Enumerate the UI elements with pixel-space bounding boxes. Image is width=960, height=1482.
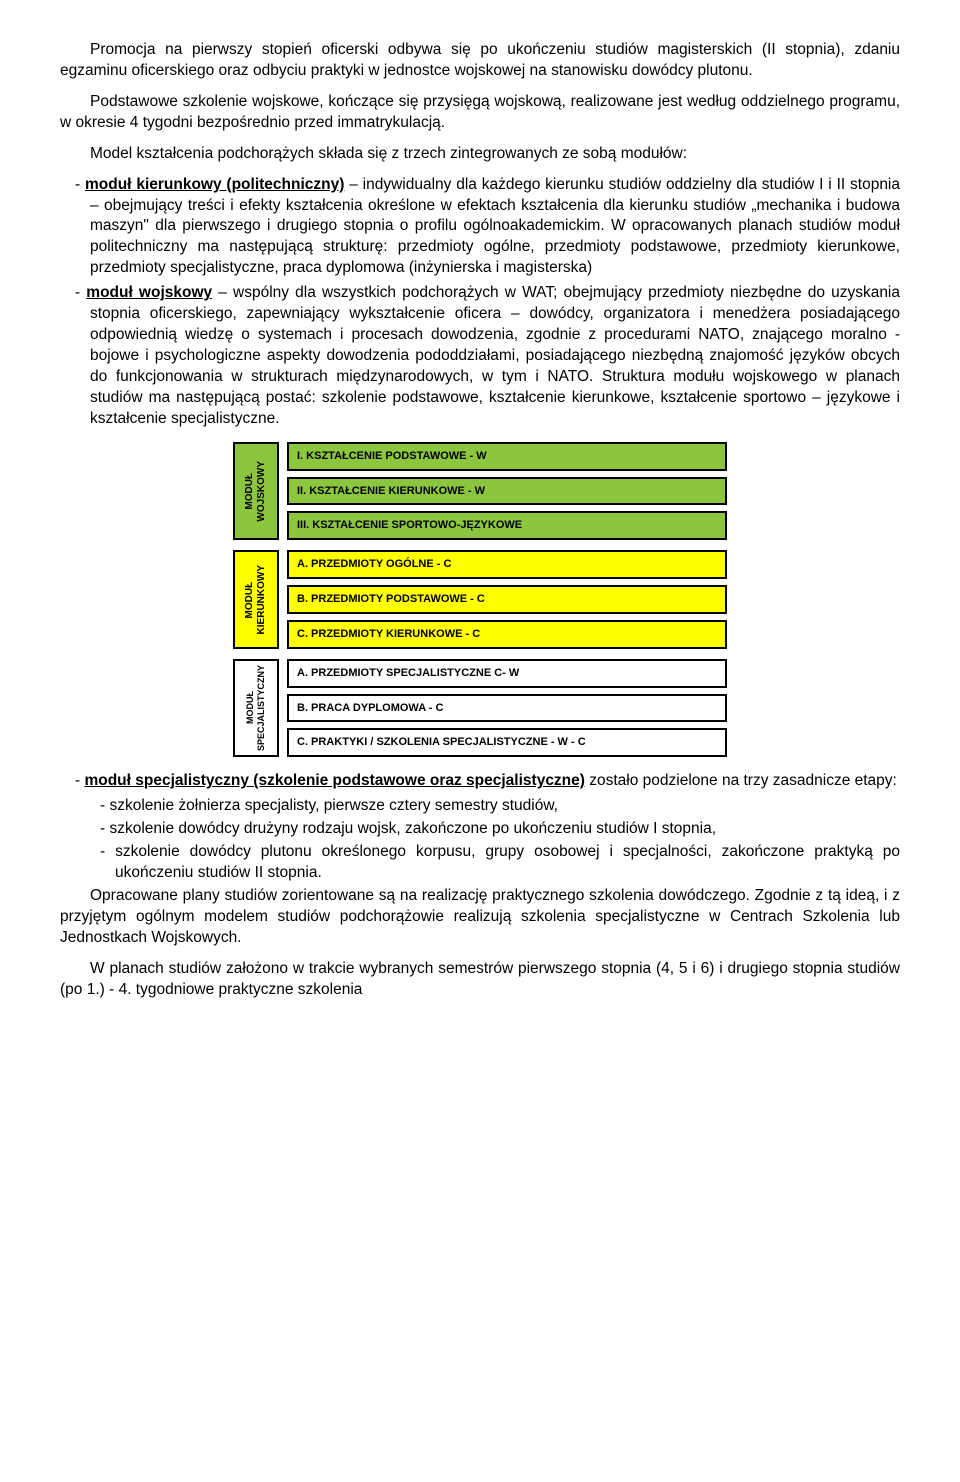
bar-m2-1: B. PRZEDMIOTY PODSTAWOWE - C [287, 585, 727, 614]
bar-m1-1: II. KSZTAŁCENIE KIERUNKOWE - W [287, 477, 727, 506]
list-item-2: moduł wojskowy – wspólny dla wszystkich … [60, 283, 900, 429]
paragraph-3: Model kształcenia podchorążych składa si… [60, 144, 900, 165]
module-row-kierunkowy: MODUŁKIERUNKOWY A. PRZEDMIOTY OGÓLNE - C… [233, 550, 727, 649]
module-label-kierunkowy-text: MODUŁKIERUNKOWY [242, 561, 270, 638]
module-label-specjalistyczny: MODUŁSPECJALISTYCZNY [233, 659, 279, 758]
list-item-3-lead: moduł specjalistyczny (szkolenie podstaw… [84, 772, 584, 789]
module-label-specjalistyczny-text: MODUŁSPECJALISTYCZNY [243, 661, 269, 755]
module-row-specjalistyczny: MODUŁSPECJALISTYCZNY A. PRZEDMIOTY SPECJ… [233, 659, 727, 758]
list-item-2-lead: moduł wojskowy [86, 284, 212, 301]
bar-m2-2: C. PRZEDMIOTY KIERUNKOWE - C [287, 620, 727, 649]
paragraph-2: Podstawowe szkolenie wojskowe, kończące … [60, 92, 900, 134]
bar-m3-2: C. PRAKTYKI / SZKOLENIA SPECJALISTYCZNE … [287, 728, 727, 757]
sub-item-3: szkolenie dowódcy plutonu określonego ko… [60, 842, 900, 884]
module-label-wojskowy-text: MODUŁWOJSKOWY [242, 457, 270, 526]
bar-m3-0: A. PRZEDMIOTY SPECJALISTYCZNE C- W [287, 659, 727, 688]
module-label-wojskowy: MODUŁWOJSKOWY [233, 442, 279, 541]
list-item-3: moduł specjalistyczny (szkolenie podstaw… [60, 771, 900, 792]
bar-m2-0: A. PRZEDMIOTY OGÓLNE - C [287, 550, 727, 579]
paragraph-1: Promocja na pierwszy stopień oficerski o… [60, 40, 900, 82]
module-bars-kierunkowy: A. PRZEDMIOTY OGÓLNE - C B. PRZEDMIOTY P… [287, 550, 727, 649]
list-item-2-rest: – wspólny dla wszystkich podchorążych w … [90, 284, 900, 427]
modules-diagram: MODUŁWOJSKOWY I. KSZTAŁCENIE PODSTAWOWE … [60, 442, 900, 758]
module-row-wojskowy: MODUŁWOJSKOWY I. KSZTAŁCENIE PODSTAWOWE … [233, 442, 727, 541]
module-label-kierunkowy: MODUŁKIERUNKOWY [233, 550, 279, 649]
module-bars-specjalistyczny: A. PRZEDMIOTY SPECJALISTYCZNE C- W B. PR… [287, 659, 727, 758]
list-item-1: moduł kierunkowy (politechniczny) – indy… [60, 175, 900, 280]
sub-item-2: szkolenie dowódcy drużyny rodzaju wojsk,… [60, 819, 900, 840]
sub-item-1: szkolenie żołnierza specjalisty, pierwsz… [60, 796, 900, 817]
bar-m3-1: B. PRACA DYPLOMOWA - C [287, 694, 727, 723]
list-item-1-lead: moduł kierunkowy (politechniczny) [85, 176, 344, 193]
paragraph-5: W planach studiów założono w trakcie wyb… [60, 959, 900, 1001]
list-item-3-rest: zostało podzielone na trzy zasadnicze et… [585, 772, 897, 789]
paragraph-4: Opracowane plany studiów zorientowane są… [60, 886, 900, 949]
bar-m1-0: I. KSZTAŁCENIE PODSTAWOWE - W [287, 442, 727, 471]
bar-m1-2: III. KSZTAŁCENIE SPORTOWO-JĘZYKOWE [287, 511, 727, 540]
module-bars-wojskowy: I. KSZTAŁCENIE PODSTAWOWE - W II. KSZTAŁ… [287, 442, 727, 541]
